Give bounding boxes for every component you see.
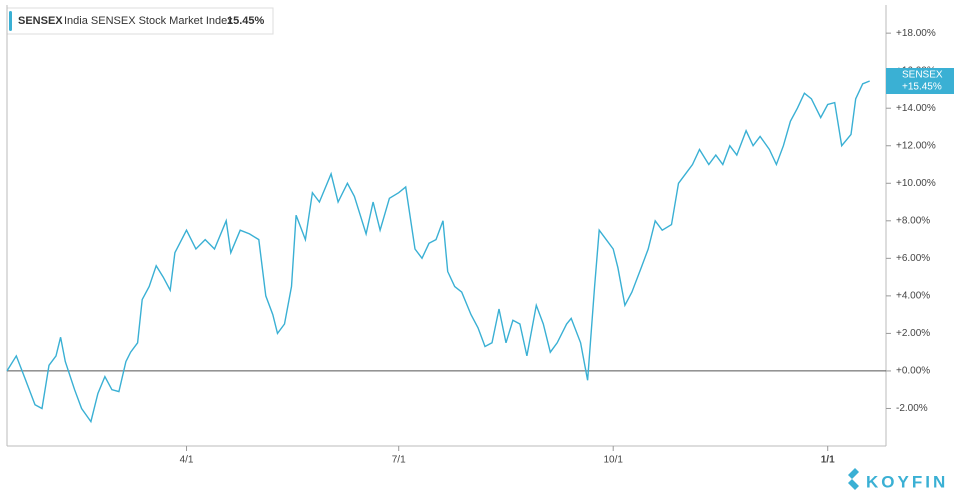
y-tick-label: +0.00% [896, 366, 930, 377]
brand: KOYFIN [848, 468, 948, 491]
legend: SENSEX India SENSEX Stock Market Index 1… [6, 7, 274, 35]
x-tick-label: 1/1 [821, 455, 835, 466]
badge-symbol: SENSEX [902, 70, 943, 81]
brand-name: KOYFIN [866, 472, 948, 491]
x-tick-label: 7/1 [392, 455, 406, 466]
y-tick-label: +18.00% [896, 28, 936, 39]
legend-swatch [9, 11, 12, 31]
y-tick-label: +10.00% [896, 178, 936, 189]
y-tick-label: -2.00% [896, 403, 928, 414]
badge-box [886, 68, 954, 95]
badge-value: +15.45% [902, 82, 942, 93]
legend-name: India SENSEX Stock Market Index [64, 15, 233, 27]
legend-change: 15.45% [227, 15, 265, 27]
y-tick-label: +4.00% [896, 291, 930, 302]
last-value-badge: SENSEX+15.45% [886, 68, 954, 95]
legend-box [6, 7, 274, 35]
x-tick-label: 4/1 [180, 455, 194, 466]
y-tick-label: +12.00% [896, 140, 936, 151]
line-series [6, 80, 870, 424]
y-tick-label: +2.00% [896, 328, 930, 339]
y-tick-label: +8.00% [896, 215, 930, 226]
y-tick-label: +14.00% [896, 103, 936, 114]
y-tick-label: +6.00% [896, 253, 930, 264]
legend-symbol: SENSEX [18, 15, 63, 27]
x-tick-label: 10/1 [603, 455, 623, 466]
brand-icon [848, 468, 859, 490]
